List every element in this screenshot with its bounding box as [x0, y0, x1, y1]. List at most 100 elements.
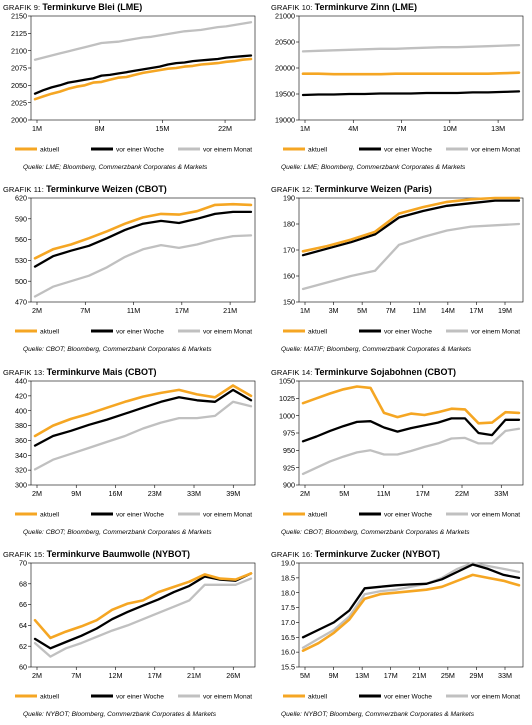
y-tick-label: 60	[19, 663, 27, 672]
line-chart: 19.0 18.5 18.0 17.5 17.0 16.5 16.0 15.5 5M 9M 13M 1…	[281, 559, 524, 700]
y-tick-label: 150	[283, 298, 295, 307]
series-line-vor-einem-monat	[301, 43, 521, 53]
x-tick-label: 5M	[357, 306, 367, 315]
x-tick-label: 7M	[71, 671, 81, 680]
chart-source: Quelle: LME; Bloomberg, Commerzbank Corp…	[23, 164, 208, 171]
x-tick-label: 13M	[355, 671, 369, 680]
chart-title-prefix: GRAFIK 10:	[271, 3, 315, 12]
legend-label: vor einem Monat	[203, 146, 252, 153]
chart-title: GRAFIK 15: Terminkurve Baumwolle (NYBOT)	[3, 549, 190, 560]
series-line-aktuell	[301, 385, 521, 425]
x-tick-label: 17M	[175, 306, 189, 315]
x-tick-label: 33M	[187, 489, 201, 498]
x-tick-label: 9M	[71, 489, 81, 498]
y-tick-label: 190	[283, 194, 295, 203]
series-line-aktuell	[33, 384, 253, 438]
legend-label: vor einem Monat	[203, 693, 252, 700]
legend-label: aktuell	[40, 511, 60, 518]
x-tick-label: 1M	[300, 306, 310, 315]
x-tick-label: 21M	[223, 306, 237, 315]
y-tick-label: 16.0	[281, 648, 295, 657]
y-tick-label: 530	[15, 256, 27, 265]
x-tick-label: 5M	[300, 671, 310, 680]
y-tick-label: 1000	[279, 411, 295, 420]
x-tick-label: 16M	[109, 489, 123, 498]
y-tick-label: 400	[15, 406, 27, 415]
y-tick-label: 19500	[275, 90, 295, 99]
y-tick-label: 160	[283, 272, 295, 281]
chart-source: Quelle: MATIF; Bloomberg, Commerzbank Co…	[281, 346, 472, 353]
y-tick-label: 620	[15, 194, 27, 203]
plot-frame	[30, 380, 256, 486]
chart-title-text: Terminkurve Blei (LME)	[42, 2, 143, 12]
y-tick-label: 20500	[275, 38, 295, 47]
legend-label: vor einer Woche	[116, 511, 164, 518]
series-line-aktuell	[301, 71, 521, 76]
chart-title: GRAFIK 11: Terminkurve Weizen (CBOT)	[3, 184, 167, 195]
x-tick-label: 21M	[187, 671, 201, 680]
chart-title-text: Terminkurve Baumwolle (NYBOT)	[46, 549, 190, 559]
legend-label: aktuell	[308, 511, 328, 518]
chart-title: GRAFIK 9: Terminkurve Blei (LME)	[3, 2, 142, 13]
plot-frame	[30, 197, 256, 303]
x-tick-label: 33M	[498, 671, 512, 680]
y-tick-label: 500	[15, 277, 27, 286]
legend-label: vor einer Woche	[116, 328, 164, 335]
plot-frame	[298, 380, 524, 486]
line-chart: 620 590 560 530 500 470 2M 7M 11M 17M 21M aktuell vo…	[15, 194, 256, 335]
plot-frame	[30, 15, 256, 121]
x-tick-label: 22M	[218, 124, 232, 133]
y-tick-label: 62	[19, 642, 27, 651]
x-tick-label: 29M	[469, 671, 483, 680]
series-line-vor-einem-monat	[301, 561, 521, 649]
y-tick-label: 1050	[279, 377, 295, 386]
x-tick-label: 17M	[469, 306, 483, 315]
y-tick-label: 15.5	[281, 663, 295, 672]
series-line-aktuell	[33, 572, 253, 640]
chart-source: Quelle: LME; Bloomberg, Commerzbank Corp…	[281, 164, 466, 171]
y-tick-label: 16.5	[281, 633, 295, 642]
x-tick-label: 10M	[443, 124, 457, 133]
x-tick-label: 7M	[80, 306, 90, 315]
series-line-vor-einem-monat	[301, 222, 521, 291]
y-tick-label: 2050	[11, 81, 27, 90]
x-tick-label: 9M	[329, 671, 339, 680]
chart-panel: GRAFIK 10: Terminkurve Zinn (LME) 21000 20…	[271, 2, 529, 178]
x-tick-label: 26M	[226, 671, 240, 680]
y-tick-label: 2125	[11, 29, 27, 38]
series-line-vor-einem-monat	[33, 21, 253, 61]
legend-label: vor einem Monat	[203, 328, 252, 335]
chart-panel: GRAFIK 9: Terminkurve Blei (LME) 2150 2125…	[3, 2, 261, 178]
y-tick-label: 19000	[275, 116, 295, 125]
legend-label: vor einem Monat	[471, 146, 520, 153]
legend-label: vor einem Monat	[471, 693, 520, 700]
series-line-vor-einem-monat	[33, 577, 253, 658]
plot-frame	[298, 562, 524, 668]
y-tick-label: 925	[283, 463, 295, 472]
y-tick-label: 2150	[11, 12, 27, 21]
y-tick-label: 2025	[11, 98, 27, 107]
chart-title: GRAFIK 16: Terminkurve Zucker (NYBOT)	[271, 549, 440, 560]
line-chart: 1050 1025 1000 975 950 925 900 2M 5M 11M 17M 22M 33M…	[279, 377, 524, 518]
x-tick-label: 1M	[32, 124, 42, 133]
chart-title-prefix: GRAFIK 12:	[271, 185, 315, 194]
x-tick-label: 2M	[32, 671, 42, 680]
legend-label: vor einer Woche	[384, 693, 432, 700]
series-line-vor-einem-monat	[301, 427, 521, 476]
x-tick-label: 8M	[95, 124, 105, 133]
legend-label: aktuell	[40, 146, 60, 153]
y-tick-label: 470	[15, 298, 27, 307]
x-tick-label: 2M	[32, 489, 42, 498]
series-line-aktuell	[301, 196, 521, 253]
plot-frame	[30, 562, 256, 668]
y-tick-label: 21000	[275, 12, 295, 21]
series-line-vor-einer-woche	[33, 54, 253, 95]
chart-title-text: Terminkurve Zucker (NYBOT)	[314, 549, 440, 559]
chart-title: GRAFIK 13: Terminkurve Mais (CBOT)	[3, 367, 156, 378]
line-chart: 440 420 400 380 360 340 320 300 2M 9M 16M 23M 33M 39M…	[15, 377, 256, 518]
y-tick-label: 68	[19, 579, 27, 588]
chart-source: Quelle: NYBOT; Bloomberg, Commerzbank Co…	[281, 711, 474, 718]
y-tick-label: 440	[15, 377, 27, 386]
chart-title-prefix: GRAFIK 16:	[271, 550, 315, 559]
chart-title-prefix: GRAFIK 13:	[3, 368, 47, 377]
